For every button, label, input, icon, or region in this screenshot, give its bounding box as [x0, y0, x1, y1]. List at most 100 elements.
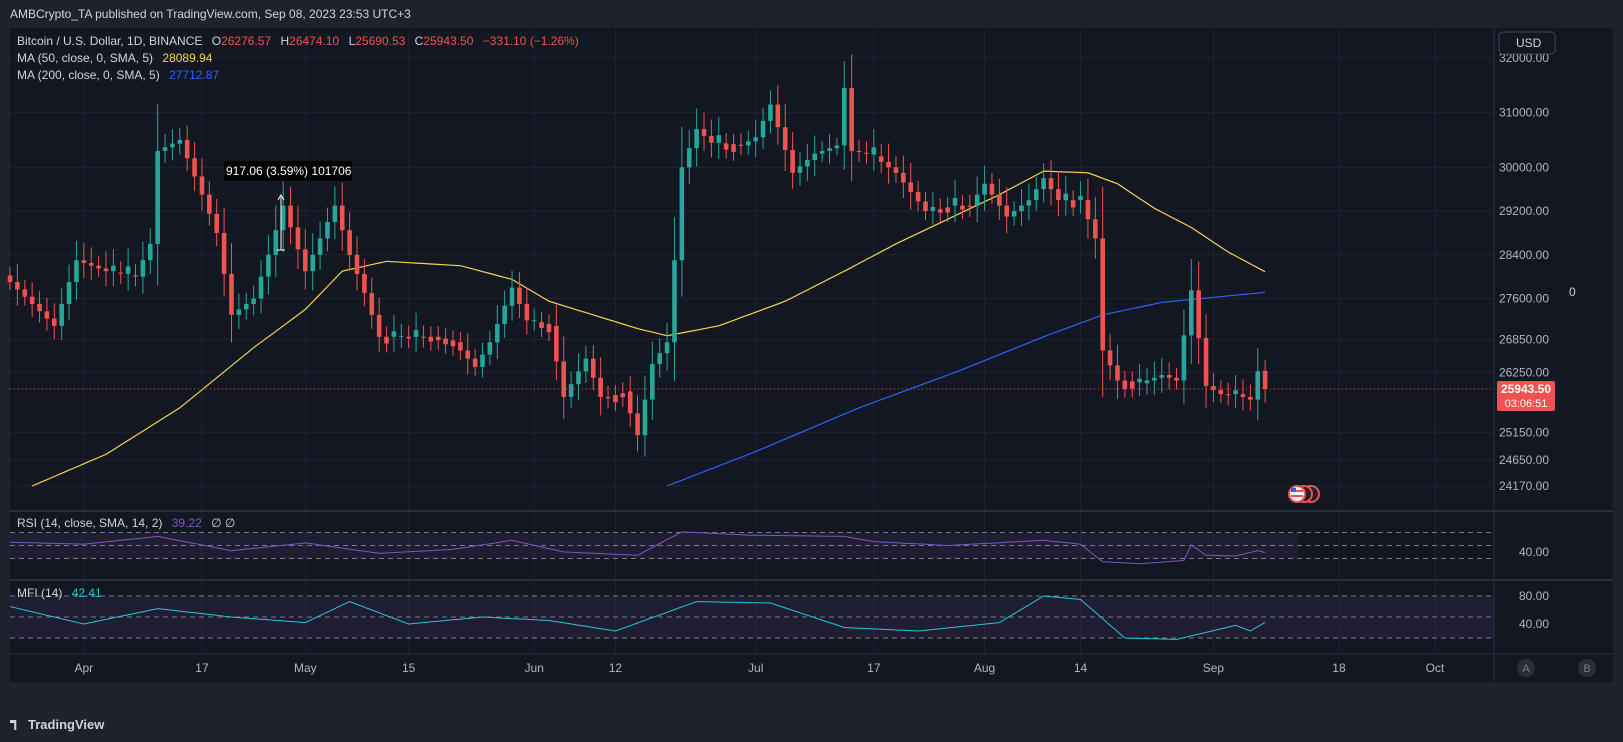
candle-body: [1122, 380, 1128, 389]
time-tick-label: 12: [609, 661, 623, 675]
candle: [1048, 160, 1054, 206]
candle: [679, 126, 685, 297]
price-tick-label: 28400.00: [1499, 248, 1549, 262]
candle: [162, 133, 168, 163]
candle: [915, 180, 921, 212]
candle-body: [1011, 211, 1017, 217]
candle: [989, 173, 995, 205]
candle-body: [797, 166, 803, 173]
candle: [37, 291, 42, 323]
candle-body: [620, 393, 626, 398]
candle: [1203, 314, 1209, 408]
candle-body: [731, 144, 736, 152]
candle-body: [369, 293, 375, 315]
candle: [561, 336, 567, 420]
candle: [443, 328, 448, 354]
candle-body: [66, 282, 72, 304]
candle: [7, 266, 13, 291]
candle-body: [184, 139, 190, 159]
candle-body: [524, 303, 530, 321]
rsi-value: 39.22: [172, 516, 202, 530]
mfi-tick-label: 80.00: [1519, 589, 1549, 603]
candle-body: [406, 336, 411, 339]
rsi-legend[interactable]: RSI (14, close, SMA, 14, 2) 39.22 ∅ ∅: [17, 516, 235, 530]
candle-body: [841, 88, 847, 146]
us-flag-stripes-2: [1291, 495, 1303, 497]
candle-body: [974, 194, 980, 206]
mfi-value: 42.41: [72, 586, 102, 600]
candle-body: [133, 275, 138, 277]
candle-body: [1070, 200, 1076, 208]
candle-body: [709, 135, 714, 143]
pane-button-a[interactable]: A: [1517, 659, 1535, 677]
pane-button-b[interactable]: B: [1578, 659, 1596, 677]
rsi-extra: ∅ ∅: [211, 516, 235, 530]
legend-ma50[interactable]: MA (50, close, 0, SMA, 5) 28089.94: [17, 51, 213, 65]
event-flags[interactable]: [1288, 485, 1320, 503]
publish-bar: AMBCrypto_TA published on TradingView.co…: [0, 0, 1623, 28]
time-tick-label: 15: [402, 661, 416, 675]
candle-body: [125, 266, 131, 274]
candle: [760, 107, 766, 150]
candle: [1129, 371, 1135, 398]
candle: [590, 344, 596, 391]
candle-body: [273, 230, 279, 255]
legend-c: 25943.50: [423, 34, 473, 48]
currency-button[interactable]: USD: [1498, 31, 1556, 55]
candle: [59, 288, 64, 341]
candle: [22, 279, 28, 306]
candle-body: [384, 336, 389, 344]
mfi-legend[interactable]: MFI (14) 42.41: [17, 586, 102, 600]
pane-button-a-bg[interactable]: [1517, 659, 1535, 677]
candle: [620, 382, 626, 407]
candle-body: [960, 205, 965, 210]
candle-body: [1240, 394, 1246, 397]
candle: [509, 270, 515, 321]
candle-body: [694, 129, 699, 149]
legend-h-label: H: [280, 34, 289, 48]
candle: [1078, 181, 1083, 214]
currency-label[interactable]: USD: [1516, 36, 1542, 50]
candle: [111, 249, 116, 287]
tradingview-logo[interactable]: TradingView: [10, 717, 104, 732]
candle: [369, 277, 375, 329]
publish-info: AMBCrypto_TA published on TradingView.co…: [10, 7, 411, 21]
candle: [480, 342, 485, 378]
candle: [664, 322, 670, 371]
candle-body: [982, 183, 987, 195]
candle: [199, 158, 205, 211]
candle: [494, 305, 500, 360]
currency-button-bg[interactable]: [1498, 31, 1556, 55]
time-tick-label: Oct: [1426, 661, 1445, 675]
candle-body: [768, 104, 773, 121]
pane-button-b-label[interactable]: B: [1583, 663, 1590, 675]
candle: [709, 119, 714, 158]
candle-body: [413, 330, 419, 337]
rsi-tick-label: 40.00: [1519, 545, 1549, 559]
candle: [746, 130, 751, 155]
candle-body: [332, 205, 338, 222]
candle-body: [310, 254, 315, 272]
candle-body: [686, 148, 692, 168]
mfi-tick-label: 40.00: [1519, 617, 1549, 631]
candle: [1225, 382, 1231, 406]
measure-tool: 917.06 (3.59%) 101706: [224, 161, 352, 251]
candle: [29, 282, 35, 318]
candle-body: [952, 197, 958, 206]
candle-body: [782, 127, 788, 151]
candle: [1137, 363, 1142, 396]
candle-body: [44, 311, 50, 319]
candle: [901, 155, 906, 199]
candle-body: [391, 331, 397, 337]
pane-button-b-bg[interactable]: [1578, 659, 1596, 677]
candle: [1174, 367, 1179, 390]
candle-body: [52, 318, 57, 326]
legend-line-1: Bitcoin / U.S. Dollar, 1D, BINANCE O2627…: [17, 34, 579, 48]
candle: [878, 143, 884, 174]
candle-body: [775, 104, 781, 128]
candle: [347, 212, 352, 271]
candle: [266, 234, 271, 295]
pane-button-a-label[interactable]: A: [1522, 663, 1530, 675]
legend-ma200[interactable]: MA (200, close, 0, SMA, 5) 27712.87: [17, 68, 219, 82]
